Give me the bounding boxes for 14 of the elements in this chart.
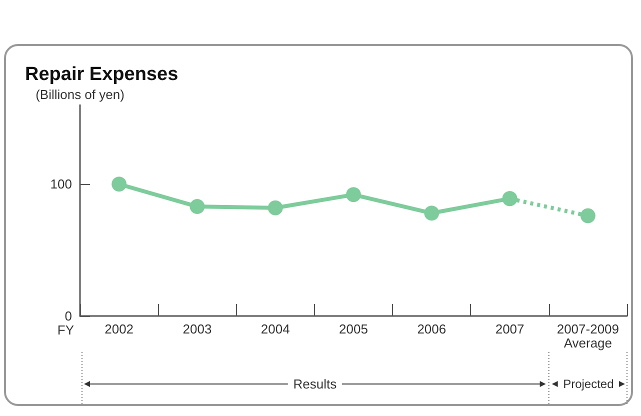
y-tick-label: 0	[64, 308, 72, 324]
x-tick-label: 2005	[339, 322, 368, 336]
x-tick-label: 2006	[417, 322, 446, 336]
x-tick-label: 2003	[182, 322, 212, 336]
text: FY	[57, 322, 74, 338]
x-tick-label: 2004	[260, 322, 290, 336]
y-axis-title: (Billions of yen)	[36, 87, 124, 102]
text: Results	[293, 376, 338, 392]
x-tick-label: 2007-2009 Average	[556, 322, 620, 350]
x-tick-label: 2007	[495, 322, 524, 336]
x-tick-label: 2002	[104, 322, 134, 336]
y-tick-label: 100	[50, 176, 72, 192]
chart-title: Repair Expenses	[25, 64, 178, 85]
text: Projected	[563, 377, 614, 391]
